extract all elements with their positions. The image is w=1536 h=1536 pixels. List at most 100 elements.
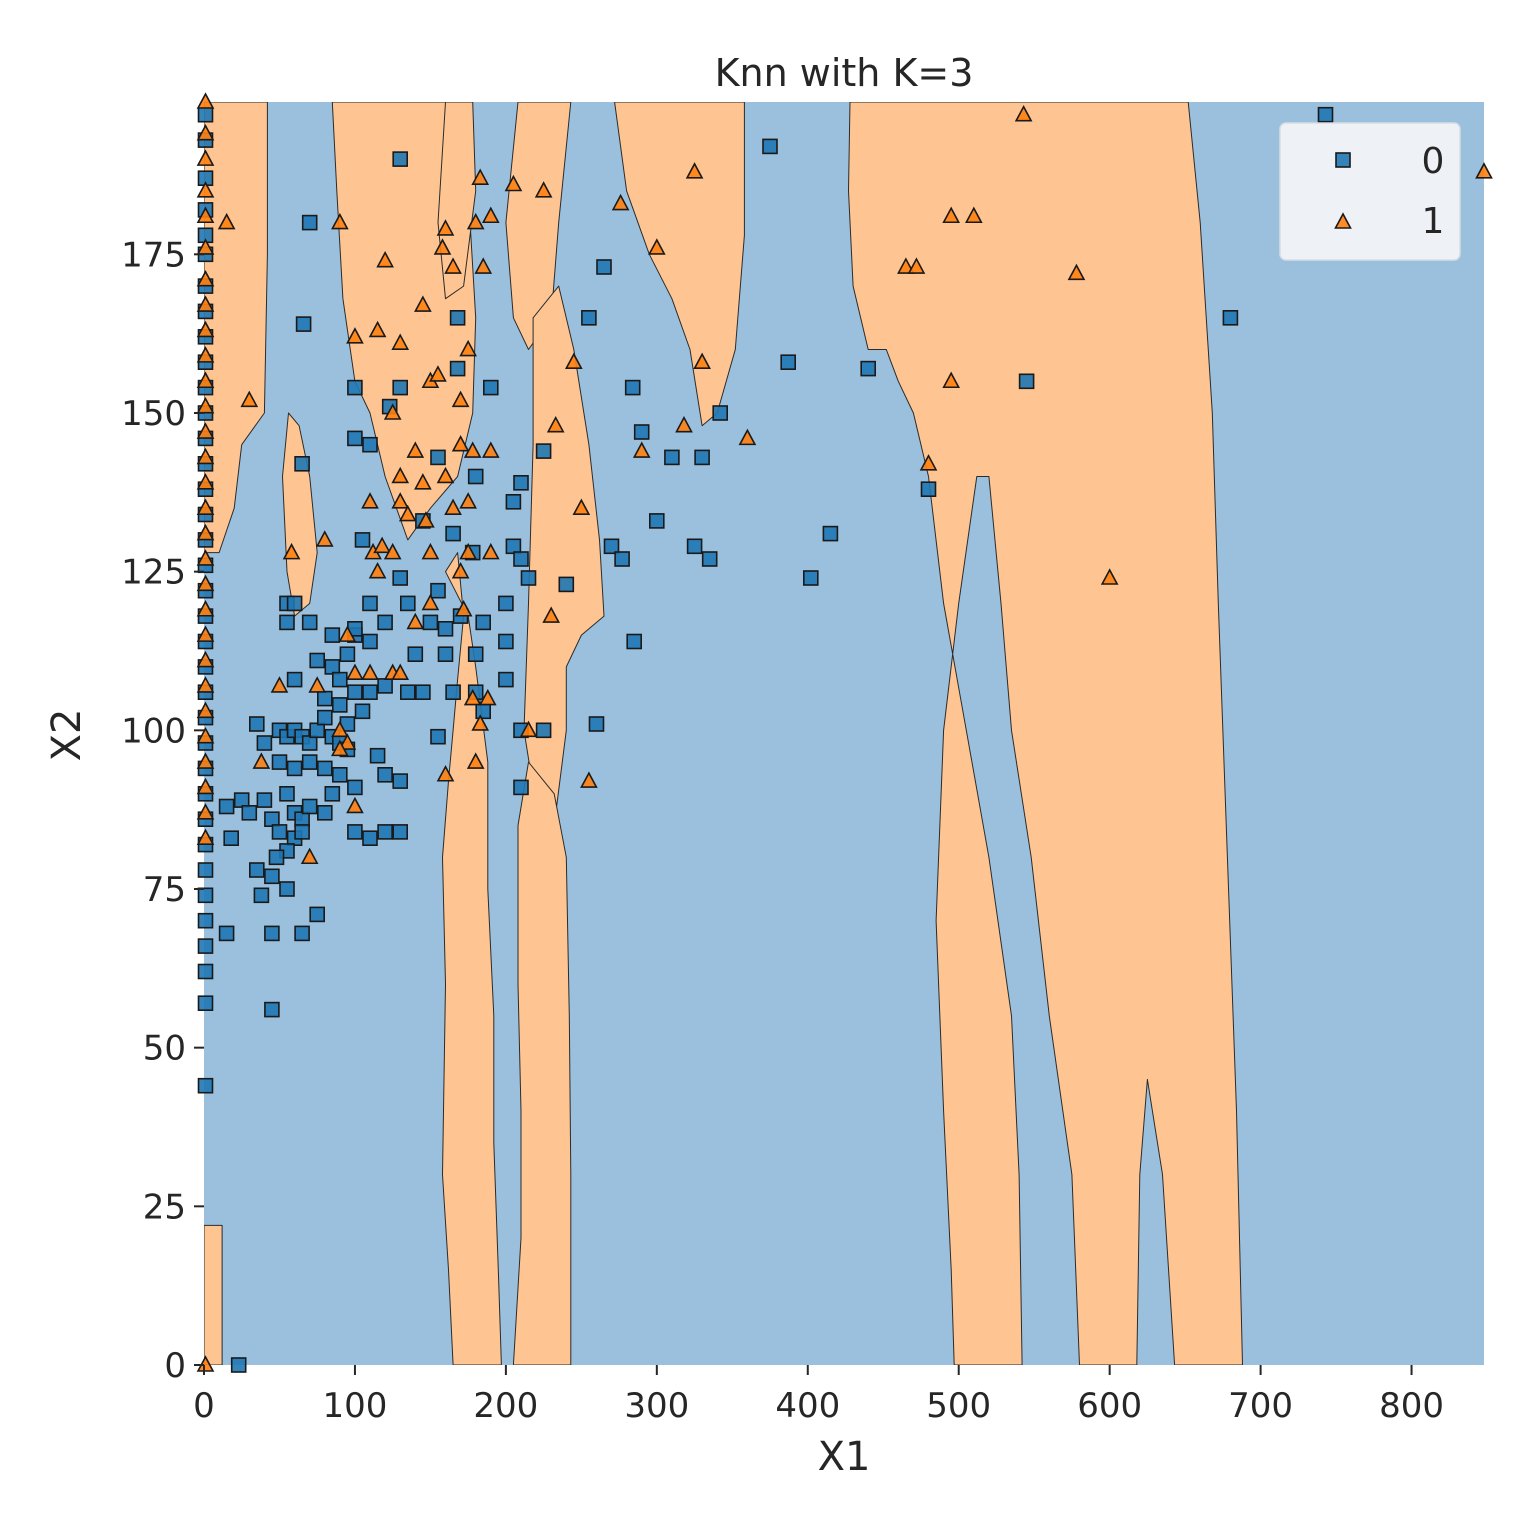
data-point-class-0 bbox=[407, 646, 424, 663]
data-point-class-1 bbox=[196, 422, 215, 439]
legend-box bbox=[1279, 122, 1461, 261]
data-point-class-1 bbox=[383, 403, 402, 420]
data-point-class-1 bbox=[693, 352, 711, 370]
data-point-class-1 bbox=[519, 720, 538, 738]
data-point-class-0 bbox=[535, 722, 552, 739]
data-point-class-0 bbox=[347, 824, 363, 840]
data-point-class-1 bbox=[331, 720, 349, 738]
data-point-class-0 bbox=[475, 614, 492, 631]
data-point-class-0 bbox=[603, 538, 620, 555]
data-point-class-0 bbox=[309, 652, 326, 669]
data-point-class-1 bbox=[451, 435, 470, 452]
decision-region-class-1 bbox=[614, 102, 745, 427]
data-point-class-1 bbox=[919, 454, 938, 471]
data-point-class-0 bbox=[712, 405, 729, 421]
data-point-class-0 bbox=[316, 690, 333, 707]
data-point-class-1 bbox=[964, 206, 983, 224]
data-point-class-0 bbox=[802, 570, 819, 586]
data-point-class-1 bbox=[459, 492, 477, 509]
y-tick-label: 25 bbox=[143, 1187, 186, 1227]
plot-area bbox=[196, 92, 1493, 1373]
data-point-class-0 bbox=[316, 709, 333, 726]
x-tick-label: 600 bbox=[1077, 1386, 1142, 1426]
data-point-class-1 bbox=[444, 257, 462, 274]
data-point-class-0 bbox=[437, 646, 454, 663]
data-point-class-1 bbox=[196, 625, 215, 642]
data-point-class-0 bbox=[249, 716, 265, 732]
data-point-class-1 bbox=[417, 511, 435, 528]
data-point-class-1 bbox=[471, 168, 490, 185]
data-point-class-1 bbox=[436, 219, 455, 236]
data-point-class-0 bbox=[626, 633, 643, 650]
data-point-class-0 bbox=[268, 849, 285, 866]
data-point-class-0 bbox=[347, 779, 363, 796]
data-point-class-0 bbox=[324, 785, 341, 802]
data-point-class-1 bbox=[436, 466, 455, 484]
data-point-class-0 bbox=[694, 449, 710, 466]
data-point-class-0 bbox=[264, 925, 280, 942]
data-point-class-0 bbox=[430, 449, 446, 466]
data-point-class-1 bbox=[942, 371, 961, 389]
data-point-class-1 bbox=[196, 828, 215, 846]
y-tick-label: 50 bbox=[143, 1029, 186, 1069]
data-point-class-1 bbox=[361, 663, 379, 681]
data-point-class-1 bbox=[1014, 104, 1033, 122]
decision-region-class-1 bbox=[204, 1224, 223, 1365]
data-point-class-0 bbox=[701, 551, 718, 567]
data-point-class-0 bbox=[392, 379, 409, 396]
x-axis-ticks: 0 100 200 300 400 500 600 700 800 bbox=[193, 1365, 1444, 1426]
data-points bbox=[196, 92, 1493, 1373]
data-point-class-0 bbox=[331, 671, 348, 688]
data-point-class-1 bbox=[463, 441, 482, 458]
data-point-class-1 bbox=[1475, 162, 1493, 179]
data-point-class-0 bbox=[316, 804, 333, 821]
data-point-class-0 bbox=[369, 747, 386, 764]
data-point-class-1 bbox=[414, 295, 432, 312]
data-point-class-0 bbox=[241, 804, 258, 821]
data-point-class-1 bbox=[481, 441, 500, 458]
data-point-class-0 bbox=[197, 106, 214, 123]
data-point-class-1 bbox=[196, 752, 215, 769]
data-point-class-1 bbox=[466, 752, 485, 769]
data-point-class-0 bbox=[422, 614, 439, 631]
x-tick-label: 300 bbox=[624, 1386, 689, 1426]
data-point-class-0 bbox=[347, 430, 363, 447]
data-point-class-0 bbox=[362, 436, 378, 453]
data-point-class-0 bbox=[253, 887, 270, 904]
data-point-class-1 bbox=[196, 447, 215, 465]
data-point-class-0 bbox=[324, 627, 341, 643]
data-point-class-0 bbox=[498, 671, 514, 688]
data-point-class-0 bbox=[331, 766, 348, 783]
decision-region-class-1 bbox=[282, 412, 318, 617]
data-point-class-0 bbox=[1222, 309, 1239, 326]
legend-marker-class-0 bbox=[1335, 152, 1351, 168]
data-point-class-1 bbox=[270, 676, 289, 693]
data-point-class-1 bbox=[564, 352, 583, 370]
y-axis-label: X2 bbox=[44, 709, 90, 762]
data-point-class-1 bbox=[196, 371, 215, 389]
data-point-class-0 bbox=[197, 995, 214, 1012]
data-point-class-1 bbox=[196, 676, 215, 693]
y-tick-label: 100 bbox=[121, 711, 186, 751]
data-point-class-1 bbox=[463, 688, 482, 706]
legend-marker-class-1 bbox=[1334, 212, 1352, 229]
data-point-class-0 bbox=[197, 887, 214, 904]
data-point-class-0 bbox=[392, 773, 409, 789]
data-point-class-0 bbox=[218, 925, 235, 942]
data-point-class-0 bbox=[339, 646, 356, 663]
data-point-class-1 bbox=[196, 346, 215, 363]
data-point-class-1 bbox=[346, 327, 364, 344]
data-point-class-1 bbox=[433, 238, 452, 255]
data-point-class-1 bbox=[454, 600, 473, 617]
data-point-class-1 bbox=[406, 441, 425, 458]
data-point-class-1 bbox=[196, 206, 215, 224]
x-tick-label: 700 bbox=[1228, 1386, 1293, 1426]
data-point-class-0 bbox=[347, 379, 363, 396]
data-point-class-1 bbox=[383, 542, 402, 560]
data-point-class-1 bbox=[196, 238, 215, 255]
data-point-class-0 bbox=[558, 576, 575, 593]
decision-region-class-1 bbox=[204, 102, 268, 554]
data-point-class-1 bbox=[373, 536, 391, 554]
data-point-class-1 bbox=[368, 561, 387, 579]
data-point-class-0 bbox=[624, 379, 641, 396]
